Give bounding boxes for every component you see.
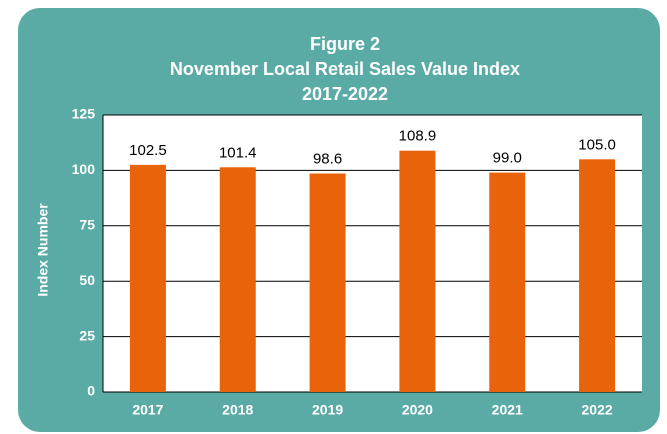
y-axis-label: Index Number [35, 203, 51, 297]
x-tick-label: 2017 [132, 402, 163, 418]
x-tick-label: 2021 [492, 402, 523, 418]
data-label: 105.0 [578, 136, 616, 153]
y-tick-label: 25 [79, 327, 95, 343]
x-tick-label: 2019 [312, 402, 343, 418]
data-label: 98.6 [313, 150, 342, 167]
data-label: 99.0 [493, 150, 522, 167]
chart-title: Figure 2 [310, 34, 380, 54]
bar [309, 173, 346, 392]
bar [399, 150, 436, 392]
data-label: 102.5 [129, 142, 167, 159]
data-label: 101.4 [219, 144, 257, 161]
y-tick-label: 125 [72, 106, 96, 122]
y-tick-label: 75 [79, 217, 95, 233]
y-tick-label: 50 [79, 272, 95, 288]
x-tick-label: 2022 [582, 402, 613, 418]
x-tick-label: 2018 [222, 402, 253, 418]
bar [489, 172, 526, 392]
chart-title: 2017-2022 [302, 84, 388, 104]
bar [219, 167, 256, 392]
chart-title: November Local Retail Sales Value Index [170, 59, 520, 79]
plot-area [103, 115, 642, 392]
y-tick-label: 100 [72, 161, 96, 177]
bar [129, 164, 166, 392]
x-tick-label: 2020 [402, 402, 433, 418]
y-tick-label: 0 [87, 383, 95, 399]
bar [579, 159, 616, 392]
data-label: 108.9 [399, 128, 437, 145]
